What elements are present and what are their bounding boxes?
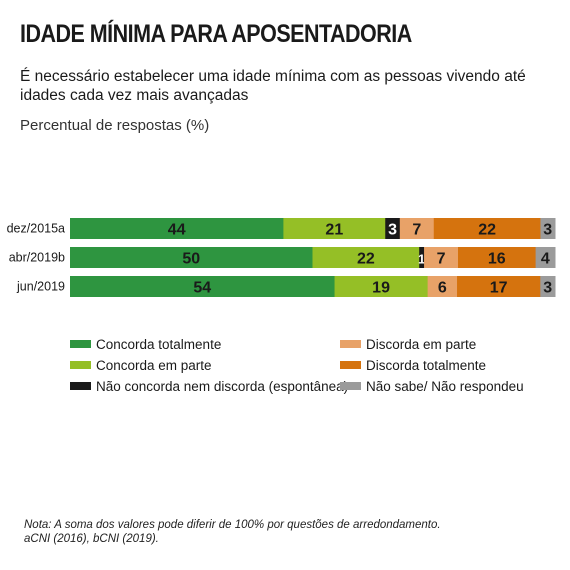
legend-item-nao-concorda-nem-discorda: Não concorda nem discorda (espontânea): [70, 377, 348, 395]
bar-segment-discorda-em-parte: [427, 276, 458, 297]
legend-swatch: [340, 340, 361, 348]
bar-segment-nao-concorda-nem-discorda-espontanea: [385, 218, 401, 239]
bar-segment-discorda-totalmente: [457, 276, 541, 297]
data-label: 22: [357, 251, 375, 268]
bar-segment-nao-sabe-nao-respondeu: [540, 276, 556, 297]
legend-label: Não sabe/ Não respondeu: [366, 378, 524, 394]
legend-item-discorda-em-parte: Discorda em parte: [340, 335, 476, 353]
bar-segment-nao-concorda-nem-discorda-espontanea: [419, 247, 425, 268]
legend-label: Não concorda nem discorda (espontânea): [96, 378, 349, 394]
bar-segment-discorda-em-parte: [424, 247, 459, 268]
bar-segment-discorda-em-parte: [399, 218, 435, 239]
bar-segment-concorda-em-parte: [334, 276, 429, 297]
legend-label: Concorda totalmente: [96, 336, 222, 352]
data-label: 1: [418, 252, 425, 267]
bar-segment-discorda-totalmente: [458, 247, 537, 268]
category-label: dez/2015a: [7, 222, 65, 236]
chart-subtitle: É necessário estabelecer uma idade mínim…: [20, 68, 526, 104]
bar-segment-nao-sabe-nao-respondeu: [535, 247, 556, 268]
data-label: 50: [182, 251, 200, 268]
footnote: Nota: A soma dos valores pode diferir de…: [24, 518, 441, 546]
data-label: 3: [543, 222, 552, 239]
bar-segment-concorda-em-parte: [312, 247, 420, 268]
bar-segment-concorda-totalmente: [70, 247, 313, 268]
legend-swatch: [70, 382, 91, 390]
bar-segment-discorda-totalmente: [433, 218, 541, 239]
footnote-sources: aCNI (2016), bCNI (2019).: [24, 533, 159, 545]
bar-segment-concorda-totalmente: [70, 218, 284, 239]
data-label: 44: [168, 222, 186, 239]
data-label: 22: [478, 222, 496, 239]
category-label: abr/2019b: [9, 251, 65, 265]
legend-swatch: [70, 361, 91, 369]
data-label: 3: [388, 222, 397, 239]
legend-label: Concorda em parte: [96, 357, 212, 373]
data-label: 17: [490, 280, 508, 297]
legend-swatch: [70, 340, 91, 348]
data-label: 7: [412, 222, 421, 239]
legend-item-concorda-totalmente: Concorda totalmente: [70, 335, 221, 353]
chart-title: IDADE MÍNIMA PARA APOSENTADORIA: [20, 20, 412, 48]
data-label: 19: [372, 280, 390, 297]
data-label: 4: [541, 251, 550, 268]
data-label: 21: [325, 222, 343, 239]
legend-item-concorda-em-parte: Concorda em parte: [70, 356, 212, 374]
footnote-line: Nota: A soma dos valores pode diferir de…: [24, 519, 441, 531]
bar-segment-concorda-em-parte: [283, 218, 386, 239]
bar-segment-nao-sabe-nao-respondeu: [540, 218, 556, 239]
legend-swatch: [340, 361, 361, 369]
chart-legend: Concorda totalmente Concorda em parte Nã…: [70, 335, 550, 405]
data-label: 3: [543, 280, 552, 297]
legend-swatch: [340, 382, 361, 390]
legend-item-discorda-totalmente: Discorda totalmente: [340, 356, 486, 374]
legend-label: Discorda em parte: [366, 336, 477, 352]
legend-item-nao-sabe: Não sabe/ Não respondeu: [340, 377, 524, 395]
data-label: 54: [193, 280, 211, 297]
legend-label: Discorda totalmente: [366, 357, 487, 373]
category-label: jun/2019: [16, 280, 65, 294]
unit-label: Percentual de respostas (%): [20, 117, 210, 134]
data-label: 7: [437, 251, 446, 268]
bar-segment-concorda-totalmente: [70, 276, 336, 297]
data-label: 16: [488, 251, 506, 268]
data-label: 6: [438, 280, 447, 297]
